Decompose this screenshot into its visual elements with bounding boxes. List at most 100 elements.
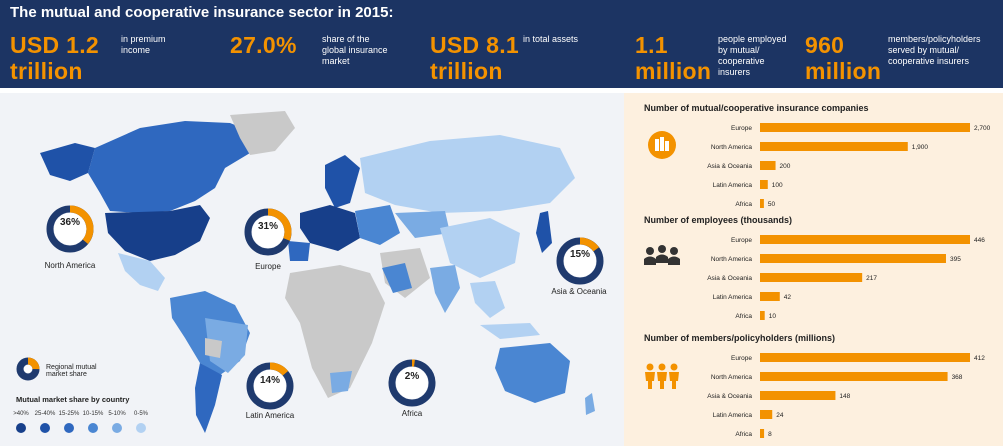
bar-category-label: Africa — [735, 313, 752, 320]
bar-category-label: Latin America — [713, 294, 753, 301]
legend-donut — [16, 357, 40, 381]
legend-bucket-label: 10-15% — [82, 411, 104, 417]
bar-value-label: 217 — [866, 275, 877, 282]
donut-asia-oceania — [556, 237, 604, 285]
donut-fill — [246, 362, 294, 410]
bar-charts-panel: Number of mutual/cooperative insurance c… — [624, 93, 1003, 446]
bar-chart-title: Number of mutual/cooperative insurance c… — [644, 103, 869, 113]
stat-desc-line: global insurance — [322, 45, 388, 55]
stat-premium-desc: in premium income — [121, 34, 166, 56]
header-banner: The mutual and cooperative insurance sec… — [0, 0, 1003, 88]
bar — [760, 273, 863, 282]
legend-bucket-swatch — [112, 423, 122, 433]
donut-pct-africa: 2% — [404, 371, 420, 382]
bar-charts: Number of mutual/cooperative insurance c… — [644, 103, 991, 438]
members-icon — [645, 363, 679, 389]
stat-value-line1: USD 8.1 — [430, 32, 520, 58]
bar-value-label: 412 — [974, 355, 985, 362]
bar-chart-2: Number of employees (thousands) Europe 446… — [644, 215, 985, 320]
bar-category-label: Europe — [731, 125, 752, 132]
stat-desc-line: insurers — [718, 67, 751, 77]
legend-bucket-swatch — [136, 423, 146, 433]
map-indonesia — [480, 323, 540, 339]
bar-value-label: 200 — [780, 163, 791, 170]
donut-pct-asia-oceania: 15% — [569, 249, 590, 260]
map-russia — [360, 135, 575, 213]
legend-bucket-label: 25-40% — [34, 411, 56, 417]
stat-desc-line: share of the — [322, 34, 370, 44]
stat-desc-line: in total assets — [523, 34, 579, 44]
stat-value-line2: trillion — [10, 58, 83, 84]
map-iberia — [288, 241, 310, 261]
bar-category-label: North America — [711, 144, 753, 151]
map-greenland — [230, 111, 295, 155]
stat-value-line2: million — [635, 58, 712, 84]
world-map — [16, 111, 604, 433]
bar-chart-title: Number of members/policyholders (million… — [644, 333, 835, 343]
bar — [760, 353, 970, 362]
donut-africa — [388, 359, 436, 407]
bar-value-label: 446 — [974, 237, 985, 244]
bar-category-label: North America — [711, 256, 753, 263]
map-eastern-europe — [355, 205, 400, 245]
bar — [760, 254, 946, 263]
stat-assets-desc: in total assets — [523, 34, 578, 45]
stat-desc-line: cooperative insurers — [888, 56, 970, 66]
stat-desc-line: by mutual/ — [718, 45, 760, 55]
donut-pct-latin-america: 14% — [259, 375, 280, 386]
bar-value-label: 42 — [784, 294, 792, 301]
stat-value-line2: trillion — [430, 58, 503, 84]
map-bolivia — [205, 338, 222, 358]
stat-members: 960 million — [805, 32, 881, 84]
donut-center — [254, 370, 286, 402]
bar-value-label: 8 — [768, 431, 772, 438]
donut-north-america — [46, 205, 94, 253]
stat-desc-line: income — [121, 45, 151, 55]
bar — [760, 410, 773, 419]
donut-center — [54, 213, 86, 245]
map-india — [430, 265, 460, 313]
bar-category-label: Europe — [731, 355, 752, 362]
map-scandinavia — [325, 155, 360, 208]
legend-bucket-swatch — [16, 423, 26, 433]
map-mexico — [118, 253, 165, 291]
bar-category-label: Africa — [735, 201, 752, 208]
map-china — [440, 218, 520, 278]
bar — [760, 142, 908, 151]
region-label-asia-oceania-text: Asia & Oceania — [551, 287, 607, 296]
bar-chart-3: Number of members/policyholders (million… — [644, 333, 985, 438]
bar — [760, 235, 970, 244]
region-label-latin-america: Latin America — [245, 411, 295, 420]
bar — [760, 161, 776, 170]
bar-value-label: 2,700 — [974, 125, 991, 132]
bar-value-label: 100 — [772, 182, 783, 189]
legend-bucket-label: 15-25% — [58, 411, 80, 417]
stat-desc-line: served by mutual/ — [888, 45, 960, 55]
legend-bucket-label: >40% — [13, 411, 29, 417]
region-label-asia-oceania: Asia & Oceania — [534, 287, 624, 296]
stat-premium: USD 1.2 trillion — [10, 32, 99, 84]
map-alaska — [40, 143, 95, 181]
donut-fill — [46, 205, 94, 253]
donut-center — [252, 216, 284, 248]
bar-value-label: 50 — [768, 201, 776, 208]
page-title: The mutual and cooperative insurance sec… — [10, 4, 394, 21]
map-brazil — [205, 318, 248, 373]
bar-value-label: 1,900 — [912, 144, 929, 151]
map-japan — [536, 211, 552, 253]
stat-value-line1: 960 — [805, 32, 845, 58]
donut-center — [564, 245, 596, 277]
donut-pct-europe: 31% — [257, 221, 278, 232]
map-new-zealand — [585, 393, 595, 415]
stat-value-line1: 27.0% — [230, 32, 297, 58]
bar-value-label: 148 — [839, 393, 850, 400]
donut-center — [396, 367, 428, 399]
donut-pct-north-america: 36% — [59, 217, 80, 228]
bar-value-label: 395 — [950, 256, 961, 263]
people-icon — [644, 245, 680, 265]
donut-center — [24, 365, 32, 373]
stat-desc-line: market — [322, 56, 350, 66]
region-label-north-america: North America — [44, 261, 96, 270]
bar-category-label: North America — [711, 374, 753, 381]
map-argentina — [195, 363, 222, 433]
